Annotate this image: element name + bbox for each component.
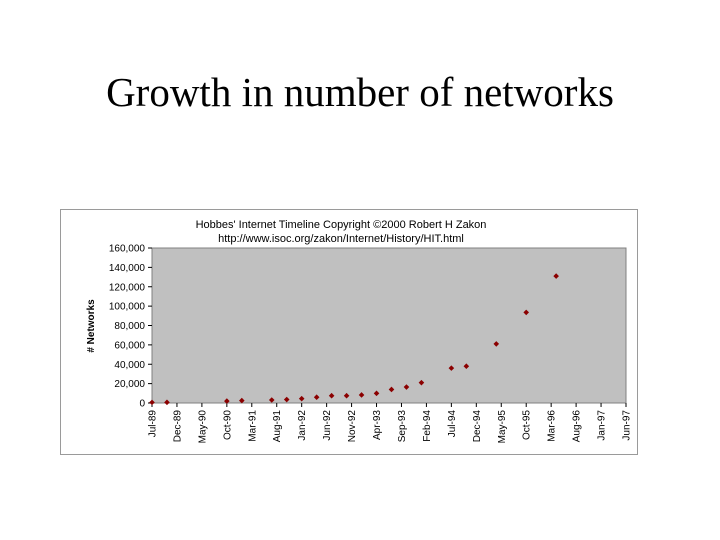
- x-tick-label: Sep-93: [397, 410, 408, 443]
- data-point: [224, 398, 230, 404]
- x-tick-label: Jul-94: [447, 410, 458, 438]
- data-point: [164, 399, 170, 406]
- x-tick-label: Feb-94: [422, 410, 433, 442]
- data-point: [149, 399, 155, 406]
- x-tick-label: May-90: [197, 410, 208, 444]
- data-point: [268, 397, 275, 403]
- y-tick-label: 80,000: [114, 321, 145, 332]
- x-tick-label: Jan-92: [297, 410, 308, 441]
- data-point: [463, 363, 470, 369]
- x-tick-label: Jan-97: [597, 410, 608, 441]
- x-tick-label: Mar-96: [547, 410, 558, 442]
- data-point: [553, 273, 559, 279]
- y-tick-label: 60,000: [114, 340, 145, 351]
- network-growth-chart: Hobbes' Internet Timeline Copyright ©200…: [86, 219, 633, 443]
- data-point: [343, 392, 350, 399]
- data-point: [373, 390, 380, 397]
- y-tick-label: 120,000: [109, 282, 146, 293]
- x-tick-label: Oct-90: [222, 410, 233, 440]
- y-tick-label: 0: [139, 399, 145, 410]
- data-point: [283, 396, 290, 403]
- x-tick-label: Oct-95: [522, 410, 533, 440]
- y-tick-label: 140,000: [109, 263, 146, 274]
- x-tick-label: Dec-94: [472, 410, 483, 443]
- data-point: [523, 309, 530, 316]
- chart-title: Hobbes' Internet Timeline Copyright ©200…: [196, 219, 487, 231]
- slide-title: Growth in number of networks: [106, 69, 614, 115]
- x-tick-label: Jul-89: [148, 410, 159, 438]
- y-tick-label: 20,000: [114, 379, 145, 390]
- y-axis: 0 20,000 40,000 60,000 80,000 100,000 120,000 1…: [109, 244, 152, 410]
- data-point: [358, 392, 365, 398]
- chart-frame: Hobbes' Internet Timeline Copyright ©200…: [60, 209, 638, 455]
- data-point: [388, 386, 395, 393]
- chart-subtitle: http://www.isoc.org/zakon/Internet/Histo…: [218, 233, 464, 245]
- x-tick-label: Nov-92: [347, 410, 358, 443]
- x-axis: Jul-89 Dec-89 May-90 Oct-90 Mar-91 Aug-91 Jan-…: [148, 403, 633, 443]
- data-point: [313, 394, 320, 400]
- x-tick-label: Aug-91: [272, 410, 283, 443]
- data-point: [448, 365, 455, 371]
- data-points: [149, 273, 559, 406]
- data-point: [493, 341, 500, 347]
- data-point: [298, 395, 305, 402]
- data-point: [239, 397, 245, 404]
- x-tick-label: May-95: [497, 410, 508, 444]
- data-point: [328, 392, 335, 399]
- x-tick-label: Aug-96: [572, 410, 583, 443]
- x-tick-label: Jun-97: [622, 410, 633, 441]
- x-tick-label: Jun-92: [322, 410, 333, 441]
- y-tick-label: 40,000: [114, 360, 145, 371]
- plot-area: [151, 247, 627, 404]
- x-tick-label: Apr-93: [372, 410, 383, 440]
- y-tick-label: 100,000: [109, 302, 146, 313]
- data-point: [418, 379, 425, 386]
- x-tick-label: Mar-91: [247, 410, 258, 442]
- x-tick-label: Dec-89: [172, 410, 183, 443]
- y-axis-label: # Networks: [86, 299, 97, 353]
- data-point: [403, 384, 410, 390]
- y-tick-label: 160,000: [109, 244, 146, 255]
